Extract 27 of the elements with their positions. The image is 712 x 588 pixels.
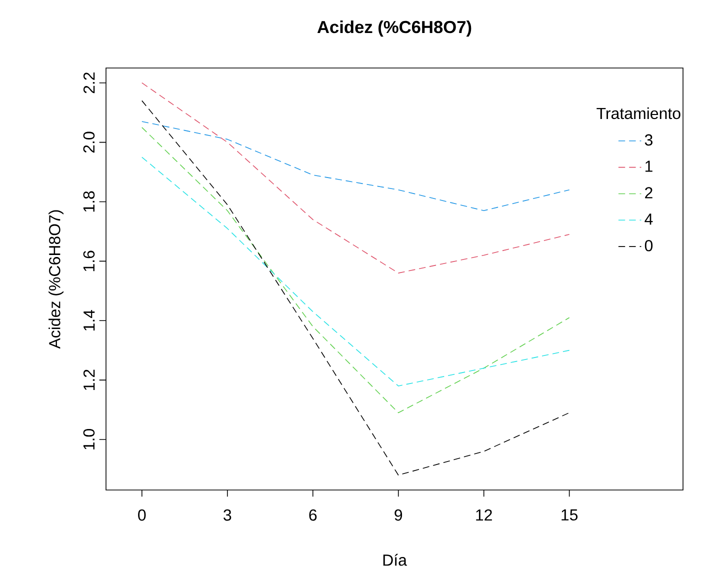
line-series (142, 100, 570, 476)
y-tick-label: 1.2 (83, 370, 95, 390)
line-series (142, 121, 570, 212)
y-tick-label: 2.2 (83, 72, 95, 94)
legend-label: 0 (644, 240, 653, 252)
y-tick-label: 1.6 (83, 250, 95, 272)
x-tick-label: 6 (309, 509, 317, 521)
y-tick-label: 2.0 (83, 132, 95, 153)
legend-label: 1 (645, 160, 652, 172)
chart-title: Acidez (%C6H8O7) (317, 20, 472, 37)
x-tick-label: 15 (562, 509, 578, 521)
line-series (142, 156, 570, 386)
legend-label: 4 (644, 214, 653, 225)
legend-label: 2 (645, 187, 652, 198)
x-tick-label: 9 (394, 509, 402, 521)
legend-label: 3 (644, 134, 652, 146)
x-tick-label: 12 (476, 509, 492, 521)
line-series (142, 82, 570, 274)
y-tick-label: 1.8 (83, 191, 95, 212)
x-axis-title: Día (383, 554, 407, 566)
x-tick-label: 3 (224, 509, 232, 521)
y-tick-label: 1.4 (84, 310, 95, 331)
y-axis-title: Acidez (%C6H8O7) (48, 210, 64, 349)
y-tick-label: 1.0 (83, 428, 95, 450)
line-series (142, 127, 570, 414)
x-tick-label: 0 (138, 509, 146, 521)
legend-title: Tratamiento (596, 107, 680, 120)
